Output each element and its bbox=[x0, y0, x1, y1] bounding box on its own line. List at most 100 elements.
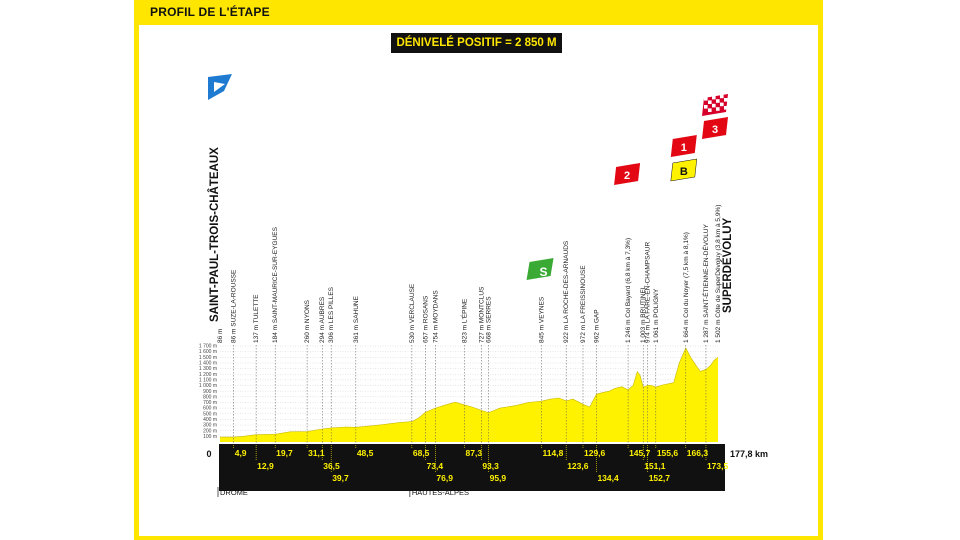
finish-flag-check bbox=[716, 107, 720, 111]
finish-flag-check bbox=[708, 108, 712, 112]
y-tick-label: 1 100 m bbox=[199, 377, 217, 383]
y-tick-label: 400 m bbox=[203, 417, 217, 423]
y-tick-label: 1 200 m bbox=[199, 372, 217, 378]
sprint-green-s-icon: S bbox=[526, 258, 554, 280]
km-marker-label: 166,3 bbox=[687, 448, 709, 458]
place-label: 754 m MOYDANS bbox=[432, 290, 439, 343]
y-tick-label: 1 400 m bbox=[199, 361, 217, 367]
finish-checkered-flag-icon bbox=[702, 94, 728, 116]
km-marker-label: 39,7 bbox=[332, 473, 349, 483]
y-tick-label: 500 m bbox=[203, 411, 217, 417]
place-label: 294 m AUBRES bbox=[319, 296, 326, 343]
climb-category-label: 3 bbox=[712, 124, 718, 136]
y-tick-label: 900 m bbox=[203, 389, 217, 395]
finish-flag-check bbox=[704, 97, 708, 101]
km-marker-label: 48,5 bbox=[357, 448, 374, 458]
km-marker-label: 129,6 bbox=[584, 448, 606, 458]
place-label: 657 m ROSANS bbox=[423, 295, 430, 343]
place-label: 1 246 m Col Bayard (6,8 km à 7,3%) bbox=[625, 238, 632, 343]
finish-flag-check bbox=[720, 94, 724, 99]
km-marker-label: 93,3 bbox=[482, 461, 499, 471]
climb-category-label: 1 bbox=[681, 142, 687, 154]
finish-flag-check bbox=[704, 105, 708, 109]
y-tick-label: 300 m bbox=[203, 423, 217, 429]
start-flag-arrow bbox=[214, 82, 225, 92]
km-marker-label: 123,6 bbox=[567, 461, 589, 471]
place-label: 974 m LA FARE-EN-CHAMPSAUR bbox=[645, 242, 652, 343]
elevation-gain-badge: DÉNIVELÉ POSITIF = 2 850 M bbox=[391, 33, 562, 53]
y-tick-label: 1 300 m bbox=[199, 366, 217, 372]
bonus-badge bbox=[670, 158, 698, 182]
place-label: 972 m LA FREISSINOUSE bbox=[580, 265, 587, 343]
frame-right-border bbox=[818, 0, 823, 540]
place-label: 1 003 m BRUTINEL bbox=[640, 285, 647, 343]
finish-flag-check bbox=[720, 102, 724, 107]
climb-badge bbox=[614, 163, 641, 185]
place-label: 306 m LES PILLES bbox=[328, 286, 335, 343]
climb-badge bbox=[702, 117, 728, 139]
finish-flag-check bbox=[716, 99, 720, 103]
km-marker-label: 4,9 bbox=[235, 448, 247, 458]
km-marker-label: 76,9 bbox=[436, 473, 453, 483]
km-marker-label: 173,5 bbox=[707, 461, 729, 471]
y-tick-label: 1 500 m bbox=[199, 355, 217, 361]
place-label: 1 664 m Col du Noyer (7,5 km à 8,1%) bbox=[683, 232, 690, 343]
finish-flag-check bbox=[712, 103, 716, 108]
place-label: 1 502 m Côte de SuperDévoluy (3,8 km à 5… bbox=[715, 205, 722, 343]
place-label: 845 m VEYNES bbox=[539, 296, 546, 343]
sprint-badge bbox=[526, 258, 554, 280]
km-marker-label: 152,7 bbox=[649, 473, 671, 483]
km-marker-label: 114,8 bbox=[543, 448, 564, 458]
bonus-label: B bbox=[680, 166, 688, 178]
place-label: 727 m MONTCLUS bbox=[478, 286, 485, 343]
place-label: 260 m NYONS bbox=[304, 299, 311, 343]
y-tick-label: 800 m bbox=[203, 394, 217, 400]
major-place-name: SAINT-PAUL-TROIS-CHÂTEAUX bbox=[208, 147, 221, 322]
frame-left-border bbox=[134, 0, 139, 540]
finish-flag-check bbox=[724, 106, 728, 110]
km-band bbox=[219, 444, 725, 491]
finish-flag-check bbox=[712, 95, 716, 100]
climb-category-2-icon: 2 bbox=[614, 163, 641, 185]
sprint-label: S bbox=[540, 265, 548, 279]
place-label: 530 m VERCLAUSE bbox=[409, 283, 416, 343]
place-label: 922 m LA ROCHE-DES-ARNAUDS bbox=[563, 240, 570, 343]
region-label: DRÔME bbox=[220, 488, 248, 497]
km-marker-label: 145,7 bbox=[629, 448, 651, 458]
finish-flag-check bbox=[724, 98, 728, 102]
end-km-label: 177,8 km bbox=[730, 449, 768, 459]
bonus-point-b-icon: B bbox=[670, 158, 698, 182]
frame-bottom-border bbox=[134, 536, 823, 540]
y-tick-label: 1 600 m bbox=[199, 349, 217, 355]
place-label: 1 287 m SAINT-ÉTIENNE-EN-DÉVOLUY bbox=[701, 224, 710, 343]
km-marker-label: 95,9 bbox=[490, 473, 507, 483]
climb-badge bbox=[670, 135, 697, 157]
place-label: 86 m bbox=[217, 329, 224, 343]
y-tick-label: 1 000 m bbox=[199, 383, 217, 389]
page-title: PROFIL DE L'ÉTAPE bbox=[150, 5, 270, 19]
frame-top-bar bbox=[134, 0, 823, 25]
km-marker-label: 151,1 bbox=[644, 461, 666, 471]
climb-category-label: 2 bbox=[624, 170, 630, 182]
km-marker-label: 36,5 bbox=[323, 461, 340, 471]
region-label: HAUTES-ALPES bbox=[412, 488, 469, 497]
place-label: 86 m SUZE-LA-ROUSSE bbox=[231, 269, 238, 343]
km-marker-label: 134,4 bbox=[597, 473, 619, 483]
y-tick-label: 200 m bbox=[203, 428, 217, 434]
climb-category-3-icon: 3 bbox=[702, 117, 728, 139]
climb-category-1-icon: 1 bbox=[670, 135, 697, 157]
place-label: 962 m GAP bbox=[593, 309, 600, 343]
finish-flag-check bbox=[708, 100, 712, 104]
km-marker-label: 68,5 bbox=[413, 448, 430, 458]
place-label: 361 m SAHUNE bbox=[353, 295, 360, 343]
y-tick-label: 700 m bbox=[203, 400, 217, 406]
y-tick-label: 100 m bbox=[203, 434, 217, 440]
km-marker-label: 155,6 bbox=[657, 448, 679, 458]
km-marker-label: 12,9 bbox=[257, 461, 274, 471]
place-label: 1 061 m POLIGNY bbox=[653, 288, 660, 343]
profile-area bbox=[220, 348, 718, 442]
place-label: 823 m L'ÉPINE bbox=[460, 298, 469, 343]
major-place-name: SUPERDÉVOLUY bbox=[721, 217, 734, 313]
